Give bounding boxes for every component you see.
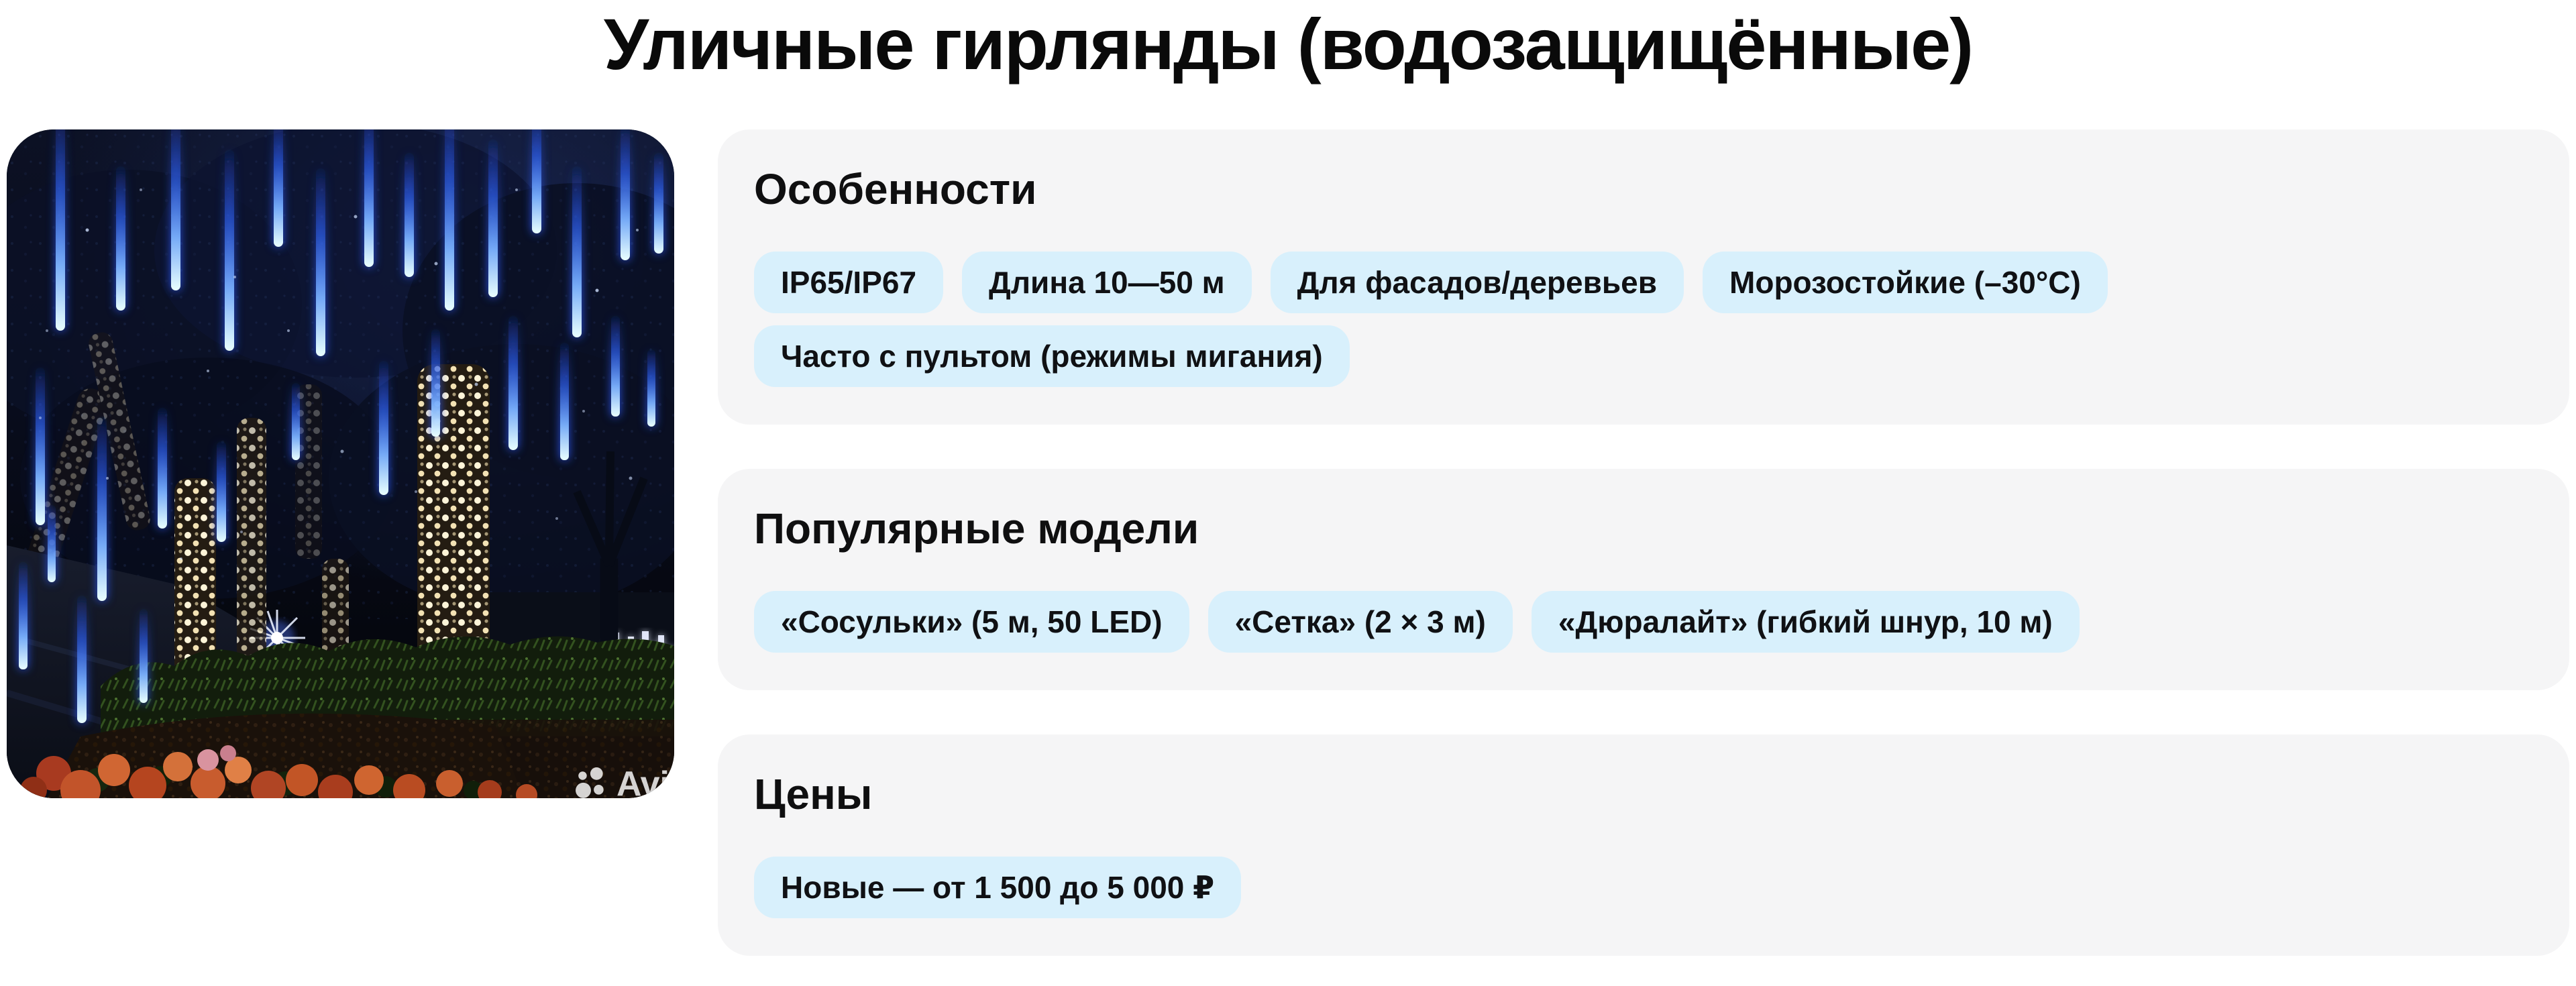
sparkles [39, 188, 639, 560]
card-features-title: Особенности [754, 165, 1037, 213]
product-photo: Avito [7, 129, 674, 798]
meteor-garlands [19, 129, 663, 723]
chip-model-icicles: «Сосульки» (5 м, 50 LED) [754, 591, 1189, 653]
chip-length: Длина 10—50 м [962, 252, 1252, 313]
avito-watermark: Avito [574, 764, 674, 798]
avito-logo-icon [576, 767, 604, 798]
shrub-band [101, 636, 674, 736]
chip-model-net: «Сетка» (2 × 3 м) [1208, 591, 1513, 653]
chip-remote-control: Часто с пультом (режимы мигания) [754, 325, 1350, 387]
chip-model-duralight: «Дюралайт» (гибкий шнур, 10 м) [1531, 591, 2080, 653]
models-chip-list: «Сосульки» (5 м, 50 LED) «Сетка» (2 × 3 … [754, 591, 2533, 653]
card-features: Особенности IP65/IP67 Длина 10—50 м Для … [718, 129, 2569, 425]
chip-price-range: Новые — от 1 500 до 5 000 ₽ [754, 857, 1242, 918]
distant-lit-branches [17, 332, 322, 602]
chip-ip-rating: IP65/IP67 [754, 252, 944, 313]
flower-bed [20, 745, 537, 798]
card-popular-models: Популярные модели «Сосульки» (5 м, 50 LE… [718, 469, 2569, 690]
page-title: Уличные гирлянды (водозащищённые) [603, 3, 1974, 85]
chip-usage: Для фасадов/деревьев [1270, 252, 1684, 313]
info-cards: Особенности IP65/IP67 Длина 10—50 м Для … [718, 129, 2569, 956]
features-chip-list: IP65/IP67 Длина 10—50 м Для фасадов/дере… [754, 252, 2533, 387]
watermark-text: Avito [616, 765, 674, 798]
garland-photo-illustration [7, 129, 674, 798]
chip-frost-resistant: Морозостойкие (–30°C) [1703, 252, 2108, 313]
card-prices-title: Цены [754, 770, 873, 818]
card-prices: Цены Новые — от 1 500 до 5 000 ₽ [718, 734, 2569, 956]
card-popular-models-title: Популярные модели [754, 504, 1199, 553]
prices-chip-list: Новые — от 1 500 до 5 000 ₽ [754, 857, 2533, 918]
